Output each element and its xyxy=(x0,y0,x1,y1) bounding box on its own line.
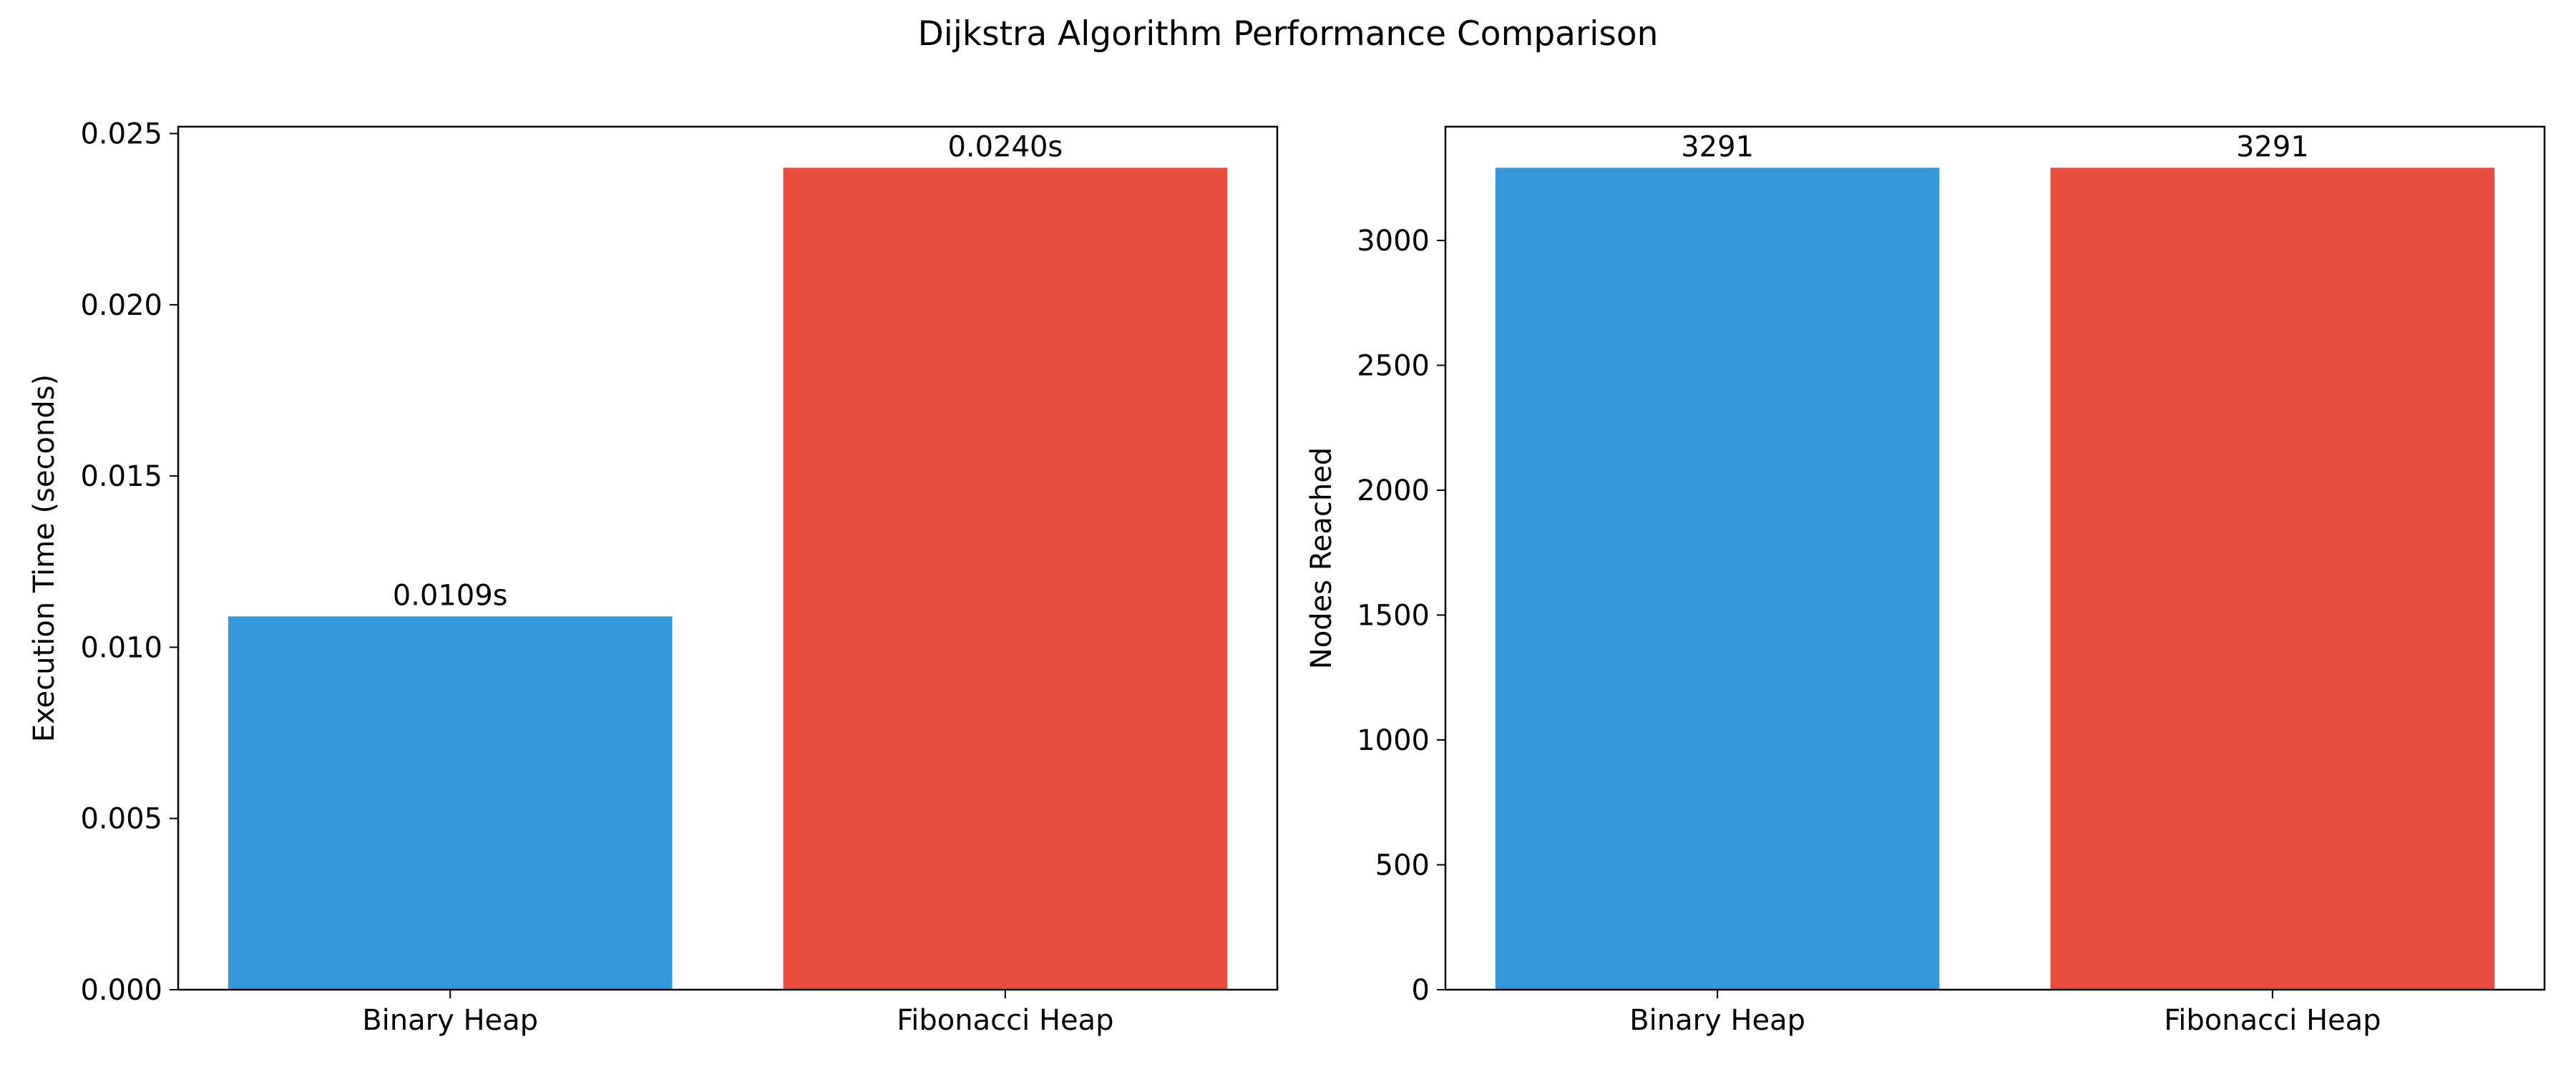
nodes-reached-axes-frame xyxy=(1444,125,2546,991)
execution-time-value-label-binary-heap: 0.0109s xyxy=(393,579,508,612)
nodes-reached-bar-binary-heap xyxy=(1495,167,1940,990)
execution-time-y-axis-label: Execution Time (seconds) xyxy=(28,374,61,742)
nodes-reached-y-tick-label: 2500 xyxy=(1357,349,1430,382)
nodes-reached-x-tick-label: Binary Heap xyxy=(1629,1004,1805,1037)
execution-time-value-label-fibonacci-heap: 0.0240s xyxy=(947,130,1063,163)
execution-time-y-tick-label: 0.005 xyxy=(80,803,162,836)
execution-time-y-tick-label: 0.025 xyxy=(80,118,162,151)
execution-time-x-tick-label: Binary Heap xyxy=(362,1004,538,1037)
execution-time-y-tick-label: 0.015 xyxy=(80,460,162,493)
execution-time-x-tick-label: Fibonacci Heap xyxy=(897,1004,1113,1037)
nodes-reached-y-tick-label: 0 xyxy=(1412,974,1430,1007)
execution-time-y-tick-label: 0.000 xyxy=(80,974,162,1007)
execution-time-chart: 0.0109s Binary Heap 0.0240s Fibonacci Heap 0… xyxy=(28,118,1279,1037)
nodes-reached-value-label-binary-heap: 3291 xyxy=(1681,130,1754,163)
nodes-reached-y-tick-label: 3000 xyxy=(1357,225,1430,258)
nodes-reached-x-tick-label: Fibonacci Heap xyxy=(2164,1004,2381,1037)
execution-time-y-tick-label: 0.020 xyxy=(80,289,162,322)
nodes-reached-chart: 3291 Binary Heap 3291 Fibonacci Heap 0 500 100… xyxy=(1305,125,2546,1037)
nodes-reached-bar-fibonacci-heap xyxy=(2050,167,2495,990)
nodes-reached-y-tick-label: 500 xyxy=(1375,849,1430,882)
nodes-reached-y-tick-label: 1500 xyxy=(1357,599,1430,632)
nodes-reached-y-tick-label: 2000 xyxy=(1357,474,1430,507)
execution-time-bar-binary-heap xyxy=(228,616,673,990)
execution-time-y-tick-label: 0.010 xyxy=(80,631,162,664)
execution-time-bar-fibonacci-heap xyxy=(783,167,1228,990)
nodes-reached-y-tick-label: 1000 xyxy=(1357,724,1430,757)
figure-title: Dijkstra Algorithm Performance Compariso… xyxy=(917,14,1659,54)
nodes-reached-y-axis-label: Nodes Reached xyxy=(1305,447,1338,669)
execution-time-axes-frame xyxy=(177,125,1279,991)
nodes-reached-value-label-fibonacci-heap: 3291 xyxy=(2236,130,2309,163)
